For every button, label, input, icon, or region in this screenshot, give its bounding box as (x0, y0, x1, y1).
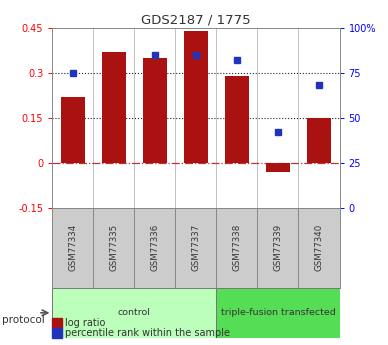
Text: GSM77337: GSM77337 (191, 224, 201, 272)
Bar (94, 208, 134, 287)
Bar (307, 118, 331, 163)
Text: GSM77338: GSM77338 (232, 224, 241, 272)
Bar (175, 208, 217, 287)
Text: GSM77334: GSM77334 (68, 224, 77, 272)
Text: triple-fusion transfected: triple-fusion transfected (221, 308, 335, 317)
Bar (217, 208, 258, 287)
Bar (102, 52, 126, 163)
Text: protocol: protocol (2, 315, 45, 325)
Text: percentile rank within the sample: percentile rank within the sample (65, 328, 230, 338)
Text: log ratio: log ratio (65, 318, 105, 328)
Bar (184, 31, 208, 163)
Text: GSM77335: GSM77335 (109, 224, 118, 272)
Bar (61, 97, 85, 163)
Bar (143, 58, 167, 163)
Bar (52, 208, 94, 287)
Bar (217, 287, 340, 338)
Text: control: control (118, 308, 151, 317)
Bar (225, 76, 249, 163)
Bar (52, 287, 217, 338)
Text: GSM77339: GSM77339 (274, 224, 282, 272)
Bar (134, 208, 175, 287)
Bar (298, 208, 340, 287)
Text: GSM77336: GSM77336 (151, 224, 159, 272)
Bar (266, 163, 290, 172)
Bar (258, 208, 298, 287)
Title: GDS2187 / 1775: GDS2187 / 1775 (141, 13, 251, 27)
Text: GSM77340: GSM77340 (315, 224, 324, 272)
